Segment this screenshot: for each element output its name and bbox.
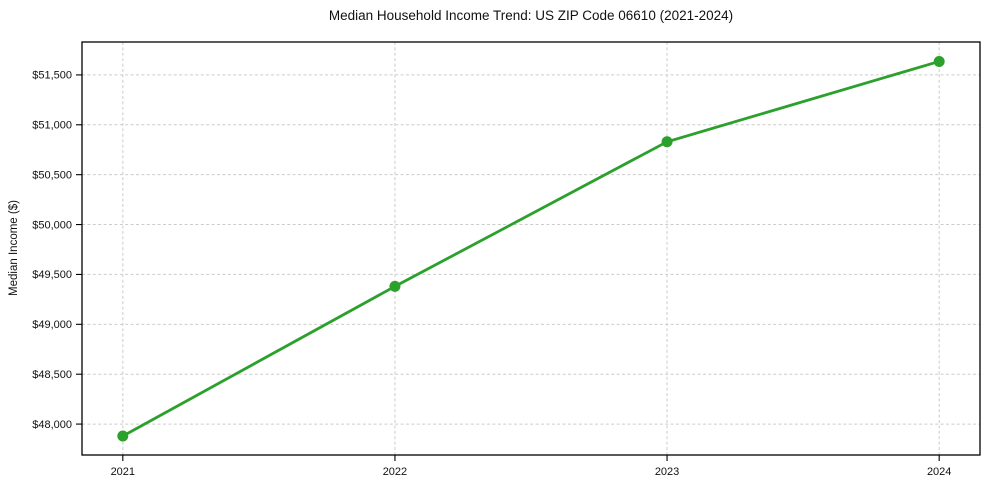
data-point-2022: [389, 280, 401, 292]
trend-line: [121, 60, 941, 438]
x-tick-label: 2021: [111, 466, 135, 478]
data-point-2024: [933, 55, 945, 67]
y-tick-label: $48,000: [32, 419, 72, 431]
y-tick-label: $50,500: [32, 169, 72, 181]
x-tick-label: 2023: [655, 466, 679, 478]
y-tick-label: $51,500: [32, 70, 72, 82]
y-tick-label: $48,500: [32, 369, 72, 381]
chart-title: Median Household Income Trend: US ZIP Co…: [328, 8, 734, 23]
y-tick-label: $51,000: [32, 120, 72, 132]
y-tick-label: $49,500: [32, 269, 72, 281]
y-tick-label: $49,000: [32, 319, 72, 331]
data-point-2023: [661, 136, 673, 148]
x-tick-label: 2022: [383, 466, 407, 478]
data-point-2021: [117, 430, 129, 442]
x-tick-label: 2024: [927, 466, 951, 478]
plot-border: [81, 41, 981, 456]
y-tick-label: $50,000: [32, 219, 72, 231]
